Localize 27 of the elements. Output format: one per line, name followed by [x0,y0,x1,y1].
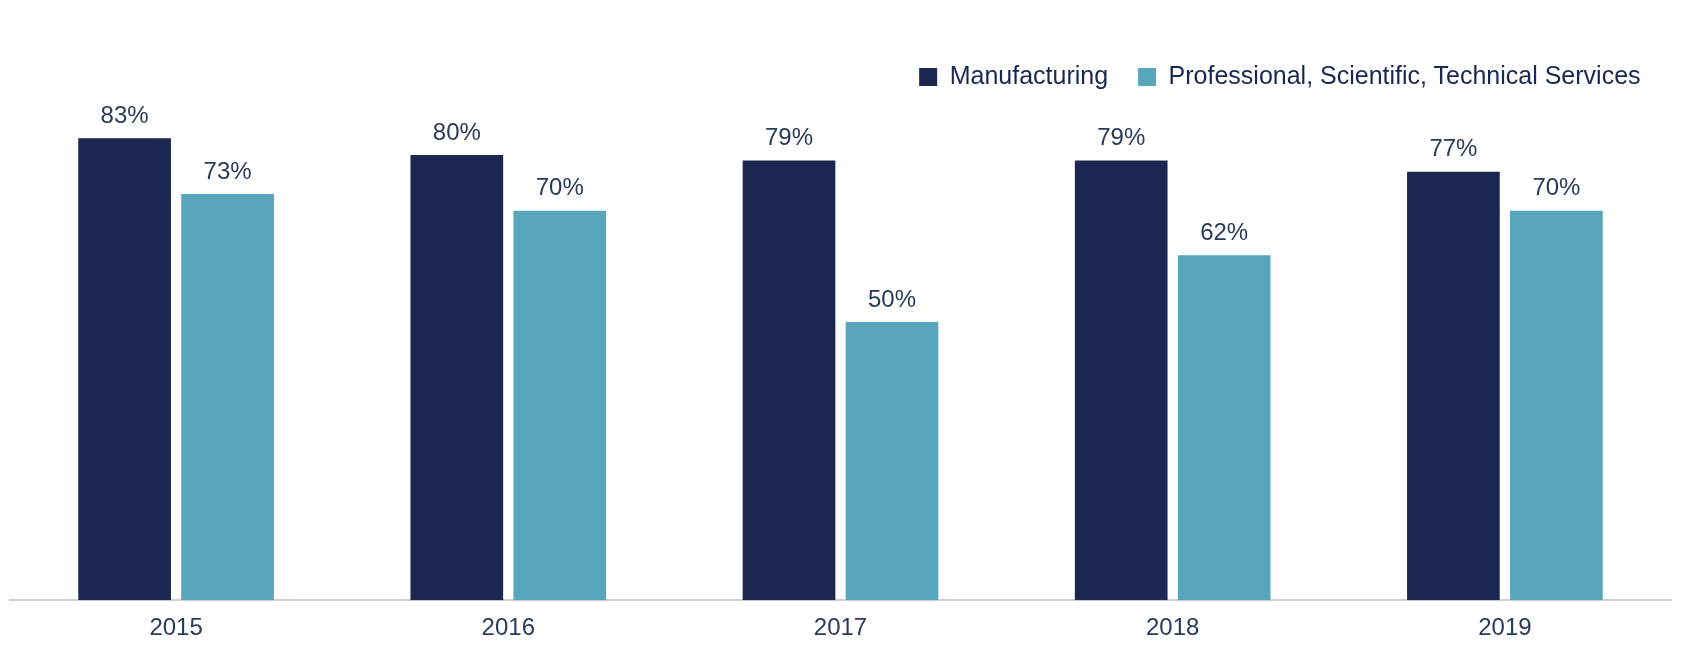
legend-label: Professional, Scientific, Technical Services [1168,60,1641,89]
data-label: 73% [203,156,252,184]
data-label: 70% [535,173,584,201]
data-label: 77% [1429,134,1478,162]
bar [845,321,939,601]
bar [1510,210,1603,601]
bar [513,210,607,601]
x-tick-label: 2019 [1478,613,1532,641]
bar [742,160,836,601]
bar [1074,160,1168,601]
bar [181,194,274,601]
data-label: 70% [1532,173,1581,201]
bar [410,155,504,601]
data-label: 79% [764,123,814,151]
x-tick-label: 2018 [1146,613,1200,641]
data-label: 80% [432,117,481,145]
legend-label: Manufacturing [949,60,1109,89]
x-tick-label: 2016 [481,613,535,641]
bar [78,138,171,601]
x-tick-label: 2015 [149,613,203,641]
x-tick-label: 2017 [813,613,868,641]
data-label: 83% [100,100,149,128]
bar [1407,171,1500,601]
data-label: 50% [867,284,917,312]
data-label: 79% [1097,123,1146,151]
bar [1177,255,1271,601]
data-label: 62% [1200,217,1249,245]
